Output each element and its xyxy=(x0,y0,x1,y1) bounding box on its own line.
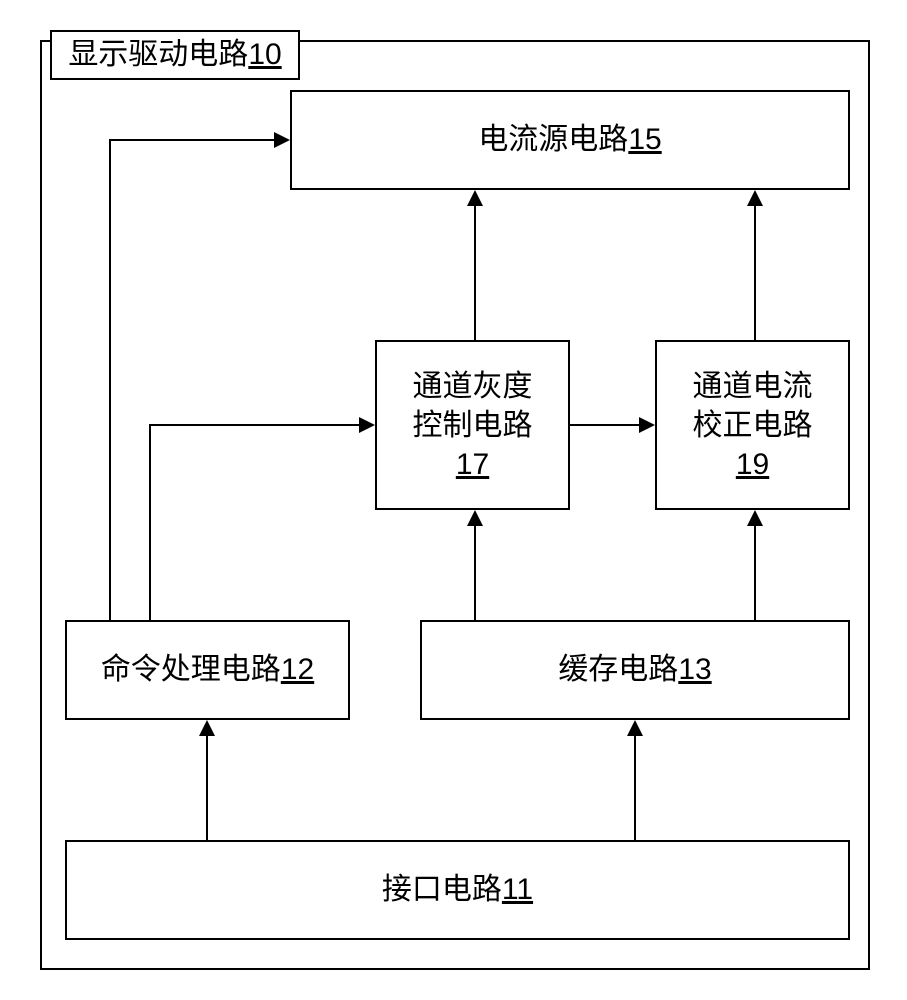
node-current-source-text: 电流源电路15 xyxy=(478,122,661,158)
cc-line2: 校正电路 xyxy=(693,406,813,445)
gc-num: 17 xyxy=(413,445,533,484)
arrow-if-cache-line xyxy=(634,736,636,840)
node-command-proc-text: 命令处理电路12 xyxy=(101,652,314,688)
arrow-cp-gc-h xyxy=(149,424,359,426)
node-current-correction-text: 通道电流 校正电路 19 xyxy=(693,367,813,484)
arrow-cache-gc-head xyxy=(467,510,483,526)
arrow-gc-cc-head xyxy=(639,417,655,433)
cache-num: 13 xyxy=(678,653,711,686)
node-gray-control-text: 通道灰度 控制电路 17 xyxy=(413,367,533,484)
node-cache: 缓存电路13 xyxy=(420,620,850,720)
node-current-correction: 通道电流 校正电路 19 xyxy=(655,340,850,510)
if-num: 11 xyxy=(502,873,533,906)
arrow-cp-cs-h xyxy=(109,139,274,141)
title-text: 显示驱动电路10 xyxy=(68,37,281,73)
arrow-cache-cc-head xyxy=(747,510,763,526)
cs-num: 15 xyxy=(628,123,661,156)
arrow-cp-cs-head xyxy=(274,132,290,148)
cc-line1: 通道电流 xyxy=(693,367,813,406)
arrow-gc-cs-head xyxy=(467,190,483,206)
cp-num: 12 xyxy=(281,653,314,686)
title-num: 10 xyxy=(248,38,281,71)
cache-prefix: 缓存电路 xyxy=(558,653,678,686)
gc-line2: 控制电路 xyxy=(413,406,533,445)
title-box: 显示驱动电路10 xyxy=(50,30,300,80)
gc-line1: 通道灰度 xyxy=(413,367,533,406)
arrow-cp-gc-v xyxy=(149,424,151,620)
node-command-proc: 命令处理电路12 xyxy=(65,620,350,720)
if-prefix: 接口电路 xyxy=(382,873,502,906)
cc-num: 19 xyxy=(693,445,813,484)
arrow-cache-gc-line xyxy=(474,526,476,620)
cp-prefix: 命令处理电路 xyxy=(101,653,281,686)
arrow-cache-cc-line xyxy=(754,526,756,620)
title-prefix: 显示驱动电路 xyxy=(68,38,248,71)
arrow-cp-cs-v xyxy=(109,139,111,620)
arrow-if-cache-head xyxy=(627,720,643,736)
arrow-gc-cs-line xyxy=(474,206,476,340)
node-interface-text: 接口电路11 xyxy=(382,872,533,908)
arrow-if-cp-head xyxy=(199,720,215,736)
arrow-gc-cc-line xyxy=(570,424,639,426)
arrow-cc-cs-line xyxy=(754,206,756,340)
node-current-source: 电流源电路15 xyxy=(290,90,850,190)
node-cache-text: 缓存电路13 xyxy=(558,652,711,688)
arrow-if-cp-line xyxy=(206,736,208,840)
cs-prefix: 电流源电路 xyxy=(478,123,628,156)
node-interface: 接口电路11 xyxy=(65,840,850,940)
arrow-cp-gc-head xyxy=(359,417,375,433)
arrow-cc-cs-head xyxy=(747,190,763,206)
node-gray-control: 通道灰度 控制电路 17 xyxy=(375,340,570,510)
